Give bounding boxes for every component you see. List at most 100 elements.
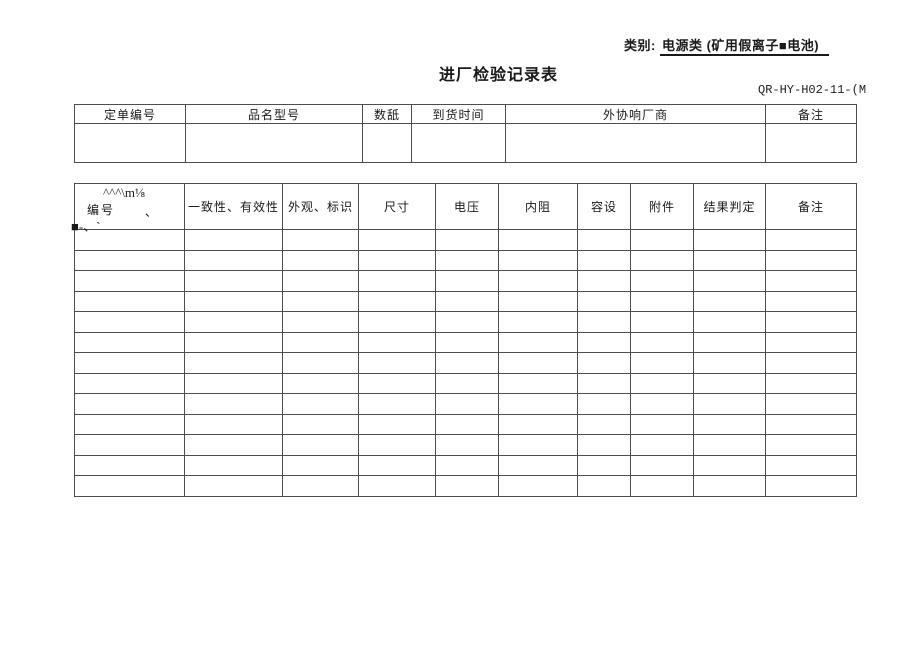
empty-cell	[358, 331, 436, 353]
empty-cell	[358, 290, 436, 312]
empty-cell	[282, 413, 359, 435]
empty-cell	[577, 229, 631, 251]
record-row	[74, 331, 857, 353]
empty-cell	[505, 123, 766, 163]
empty-cell	[282, 331, 359, 353]
empty-cell	[358, 434, 436, 456]
empty-cell	[74, 393, 185, 415]
empty-cell	[765, 229, 857, 251]
empty-cell	[630, 290, 694, 312]
header-result-judgment: 结果判定	[693, 183, 766, 230]
empty-cell	[435, 229, 499, 251]
empty-cell	[693, 393, 766, 415]
empty-cell	[765, 270, 857, 292]
empty-cell	[435, 434, 499, 456]
header-supplier: 外协响厂商	[505, 104, 766, 124]
record-row	[74, 372, 857, 394]
empty-cell	[765, 454, 857, 476]
page-title: 进厂检验记录表	[439, 67, 559, 84]
empty-cell	[74, 123, 186, 163]
empty-cell	[577, 393, 631, 415]
empty-cell	[765, 290, 857, 312]
record-row	[74, 311, 857, 333]
empty-cell	[358, 270, 436, 292]
empty-cell	[630, 311, 694, 333]
summary-table: 定单编号 品名型号 数舐 到货时间 外协响厂商 备注	[74, 104, 857, 163]
empty-cell	[435, 290, 499, 312]
category-label: 类别:	[624, 38, 660, 53]
empty-cell	[693, 311, 766, 333]
ocr-garble-top: ^^^\m⅛	[103, 185, 145, 200]
empty-cell	[435, 352, 499, 374]
empty-cell	[435, 331, 499, 353]
header-quantity: 数舐	[362, 104, 412, 124]
header-serial-number: ^^^\m⅛ 编号 、 ■-、`	[71, 183, 185, 234]
empty-cell	[765, 352, 857, 374]
record-table: ^^^\m⅛ 编号 、 ■-、` 一致性、有效性 外观、标识 尺寸 电压 内阻 …	[71, 183, 857, 497]
empty-cell	[577, 352, 631, 374]
empty-cell	[184, 434, 283, 456]
header-size: 尺寸	[358, 183, 436, 230]
stray-comma: 、	[145, 205, 158, 219]
empty-cell	[184, 413, 283, 435]
empty-cell	[577, 331, 631, 353]
empty-cell	[498, 229, 578, 251]
empty-cell	[282, 372, 359, 394]
empty-cell	[358, 393, 436, 415]
record-row	[74, 434, 857, 456]
empty-cell	[693, 434, 766, 456]
empty-cell	[74, 434, 185, 456]
empty-cell	[693, 270, 766, 292]
empty-cell	[765, 413, 857, 435]
empty-cell	[498, 311, 578, 333]
empty-cell	[184, 331, 283, 353]
empty-cell	[630, 372, 694, 394]
empty-cell	[630, 454, 694, 476]
record-row	[74, 249, 857, 271]
empty-cell	[693, 475, 766, 497]
empty-cell	[184, 311, 283, 333]
empty-cell	[184, 372, 283, 394]
header-consistency-validity: 一致性、有效性	[184, 183, 283, 230]
empty-cell	[184, 270, 283, 292]
empty-cell	[74, 454, 185, 476]
empty-cell	[630, 413, 694, 435]
empty-cell	[358, 372, 436, 394]
empty-cell	[74, 413, 185, 435]
record-row	[74, 454, 857, 476]
empty-cell	[765, 372, 857, 394]
empty-cell	[765, 249, 857, 271]
empty-cell	[577, 270, 631, 292]
record-header-row: ^^^\m⅛ 编号 、 ■-、` 一致性、有效性 外观、标识 尺寸 电压 内阻 …	[71, 183, 857, 234]
empty-cell	[282, 229, 359, 251]
empty-cell	[577, 249, 631, 271]
empty-cell	[282, 475, 359, 497]
empty-cell	[74, 311, 185, 333]
empty-cell	[498, 270, 578, 292]
empty-cell	[74, 352, 185, 374]
header-arrival-time: 到货时间	[411, 104, 506, 124]
header-voltage: 电压	[435, 183, 499, 230]
empty-cell	[577, 475, 631, 497]
record-table-body	[74, 229, 857, 497]
empty-cell	[630, 352, 694, 374]
empty-cell	[498, 290, 578, 312]
empty-cell	[435, 372, 499, 394]
empty-cell	[693, 290, 766, 312]
empty-cell	[282, 311, 359, 333]
empty-cell	[630, 229, 694, 251]
header-product-model: 品名型号	[185, 104, 363, 124]
empty-cell	[74, 270, 185, 292]
empty-cell	[435, 393, 499, 415]
empty-cell	[362, 123, 412, 163]
empty-cell	[282, 434, 359, 456]
summary-data-row	[74, 123, 857, 163]
empty-cell	[498, 331, 578, 353]
empty-cell	[498, 249, 578, 271]
empty-cell	[358, 249, 436, 271]
empty-cell	[498, 454, 578, 476]
form-code: QR-HY-H02-11-(M	[758, 83, 867, 97]
empty-cell	[74, 249, 185, 271]
empty-cell	[282, 393, 359, 415]
